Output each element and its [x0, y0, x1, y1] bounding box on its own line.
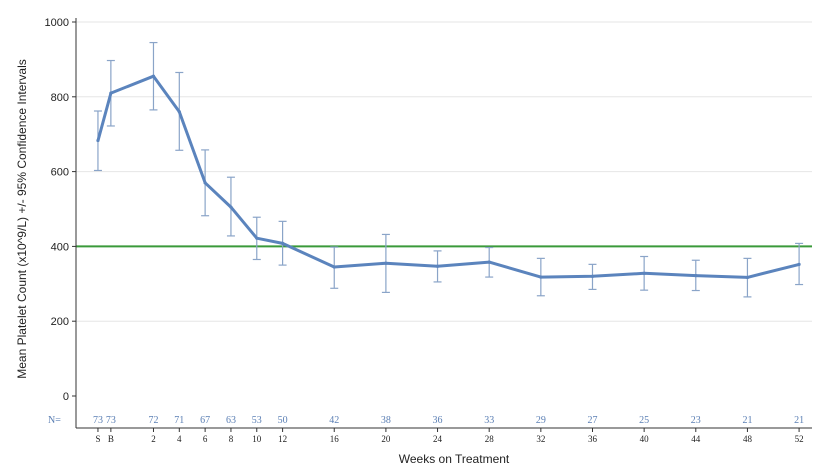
n-value-20: 38 — [381, 415, 391, 426]
n-value-6: 67 — [200, 415, 210, 426]
xtick-label-32: 32 — [536, 434, 545, 444]
n-value-32: 29 — [536, 415, 546, 426]
axes — [75, 18, 812, 429]
xtick-label-24: 24 — [433, 434, 443, 444]
y-axis-title: Mean Platelet Count (x10^9/L) +/- 95% Co… — [15, 59, 29, 378]
n-value-8: 63 — [226, 415, 236, 426]
n-row: N= 73 73 72 71 67 63 53 50 42 38 36 33 29 27 25 23 21 21 — [48, 415, 804, 426]
y-ticks: 0 200 400 600 800 1000 — [45, 17, 76, 403]
x-ticks: S B 2 4 6 8 10 12 16 20 24 28 32 36 40 44 48 52 — [95, 428, 804, 444]
ytick-label-200: 200 — [51, 316, 69, 328]
xtick-label-2: 2 — [151, 434, 156, 444]
xtick-label-10: 10 — [252, 434, 262, 444]
xtick-label-S: S — [95, 434, 100, 444]
n-label: N= — [48, 415, 61, 426]
xtick-label-48: 48 — [743, 434, 753, 444]
xtick-label-16: 16 — [330, 434, 340, 444]
xtick-label-8: 8 — [229, 434, 234, 444]
n-value-2: 72 — [148, 415, 158, 426]
ytick-label-600: 600 — [51, 167, 69, 179]
xtick-label-B: B — [108, 434, 114, 444]
mean-series-line — [96, 74, 800, 279]
n-value-24: 36 — [433, 415, 443, 426]
n-value-B: 73 — [106, 415, 116, 426]
n-value-S: 73 — [93, 415, 103, 426]
xtick-label-36: 36 — [588, 434, 598, 444]
n-value-40: 25 — [639, 415, 649, 426]
n-value-12: 50 — [278, 415, 288, 426]
x-axis-title: Weeks on Treatment — [399, 452, 510, 466]
ytick-label-1000: 1000 — [45, 17, 69, 29]
xtick-label-40: 40 — [640, 434, 650, 444]
n-value-28: 33 — [484, 415, 494, 426]
xtick-label-44: 44 — [691, 434, 701, 444]
xtick-label-28: 28 — [485, 434, 495, 444]
n-value-16: 42 — [329, 415, 339, 426]
n-value-36: 27 — [587, 415, 597, 426]
n-value-48: 21 — [742, 415, 752, 426]
n-value-52: 21 — [794, 415, 804, 426]
ytick-label-0: 0 — [63, 391, 69, 403]
n-value-44: 23 — [691, 415, 701, 426]
ytick-label-800: 800 — [51, 92, 69, 104]
xtick-label-12: 12 — [278, 434, 287, 444]
n-value-4: 71 — [174, 415, 184, 426]
xtick-label-20: 20 — [381, 434, 391, 444]
xtick-label-4: 4 — [177, 434, 182, 444]
n-value-10: 53 — [252, 415, 262, 426]
xtick-label-52: 52 — [795, 434, 804, 444]
xtick-label-6: 6 — [203, 434, 208, 444]
ytick-label-400: 400 — [51, 241, 69, 253]
